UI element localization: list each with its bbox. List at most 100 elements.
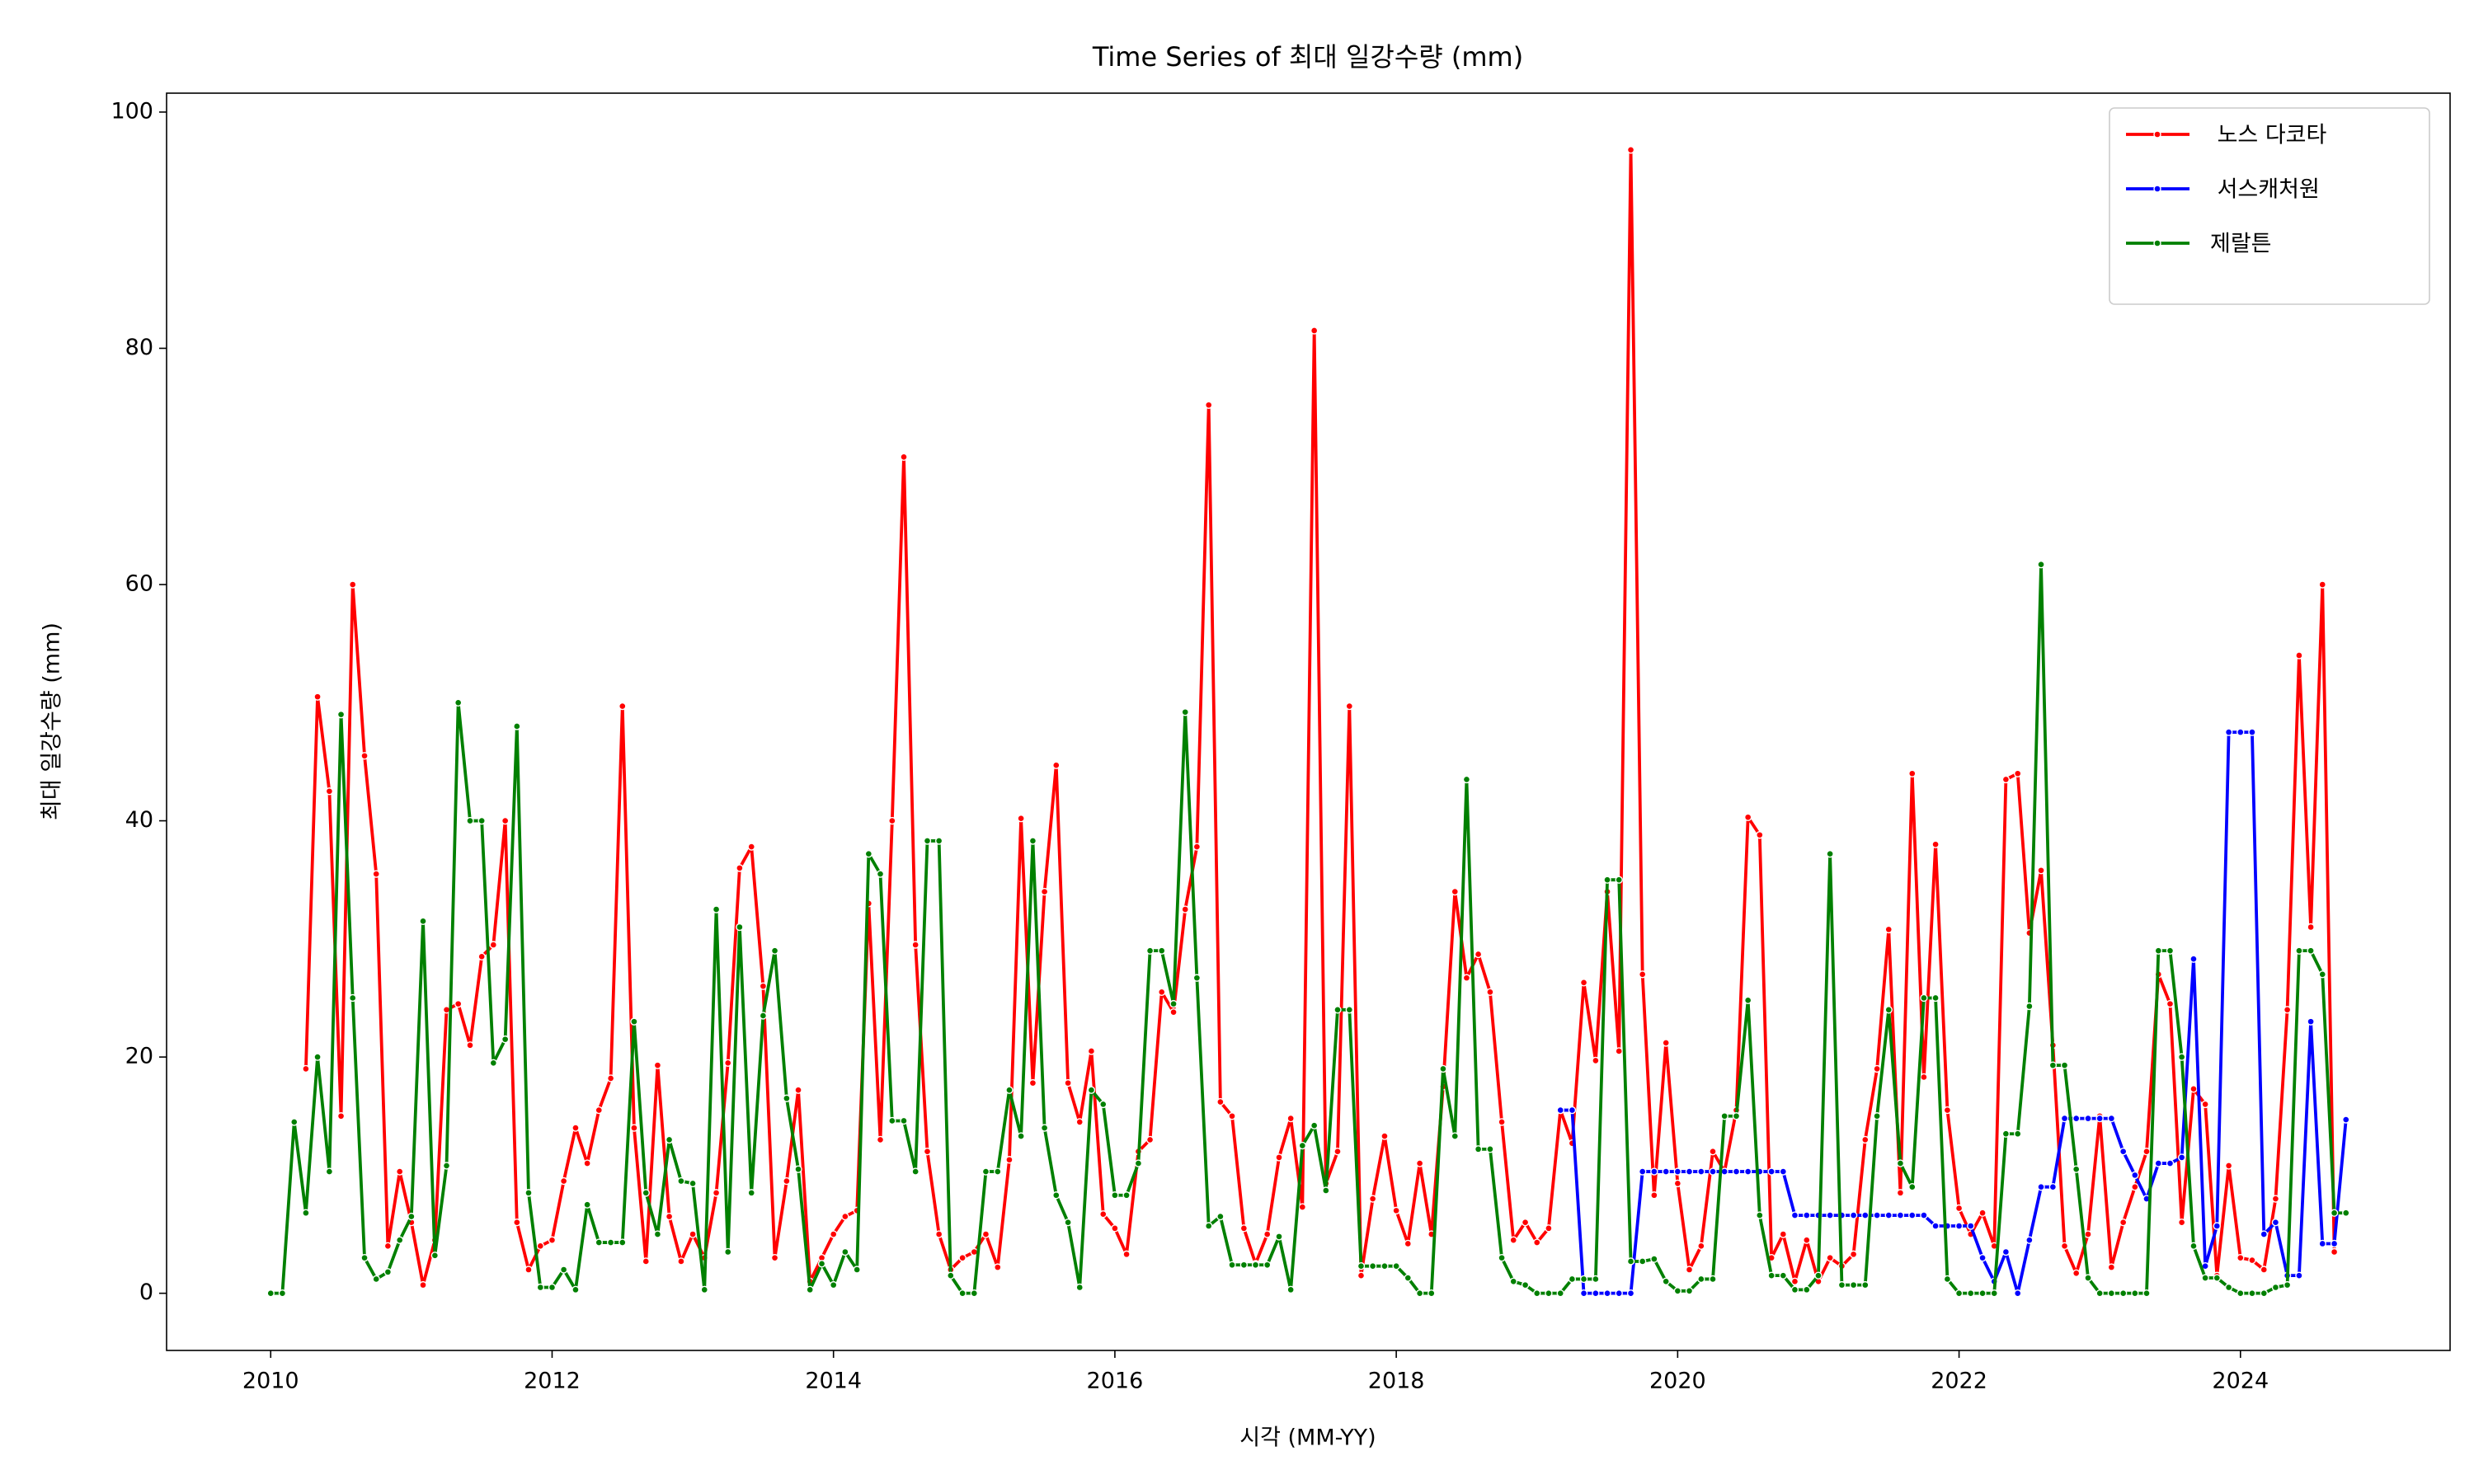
data-point bbox=[524, 1266, 533, 1274]
data-point bbox=[653, 1061, 662, 1069]
legend-label: 노스 다코타 bbox=[2210, 123, 2327, 148]
data-point bbox=[2095, 1289, 2104, 1298]
data-point bbox=[606, 1238, 615, 1247]
data-point bbox=[1556, 1289, 1564, 1298]
x-tick-label: 2012 bbox=[524, 1369, 581, 1394]
data-point bbox=[1509, 1236, 1517, 1244]
data-point bbox=[1486, 988, 1494, 997]
x-tick-label: 2016 bbox=[1087, 1369, 1144, 1394]
data-point bbox=[853, 1266, 861, 1274]
data-point bbox=[1615, 1047, 1623, 1055]
legend-label: 서스캐처원 bbox=[2210, 177, 2320, 203]
data-point bbox=[981, 1230, 990, 1238]
data-point bbox=[1368, 1195, 1377, 1203]
y-tick-label: 20 bbox=[125, 1044, 153, 1069]
data-point bbox=[1931, 1222, 1940, 1230]
data-point bbox=[1814, 1271, 1823, 1280]
data-point bbox=[489, 1059, 498, 1067]
data-point bbox=[1451, 887, 1459, 896]
data-point bbox=[1954, 1289, 1964, 1298]
data-point bbox=[1920, 1073, 1928, 1082]
data-point bbox=[1837, 1280, 1846, 1289]
data-point bbox=[1251, 1261, 1260, 1269]
data-point bbox=[876, 1135, 885, 1144]
data-point bbox=[829, 1230, 838, 1238]
data-point bbox=[2307, 1017, 2315, 1026]
data-point bbox=[923, 1148, 932, 1156]
data-point bbox=[794, 1086, 802, 1094]
data-point bbox=[724, 1247, 732, 1256]
data-point bbox=[2014, 769, 2022, 777]
data-point bbox=[2119, 1289, 2128, 1298]
data-point bbox=[1181, 905, 1189, 913]
data-point bbox=[1908, 1183, 1917, 1191]
data-point bbox=[2271, 1283, 2280, 1292]
data-point bbox=[325, 787, 334, 796]
data-point bbox=[911, 941, 920, 949]
data-point bbox=[1216, 1212, 1225, 1221]
data-point bbox=[1779, 1271, 1788, 1280]
data-point bbox=[2260, 1266, 2268, 1274]
data-point bbox=[2236, 728, 2245, 736]
data-point bbox=[501, 816, 510, 825]
data-point bbox=[1474, 950, 1483, 959]
data-point bbox=[958, 1253, 967, 1262]
data-point bbox=[1380, 1262, 1389, 1270]
data-point bbox=[2236, 1289, 2245, 1298]
data-point bbox=[994, 1263, 1002, 1271]
data-point bbox=[2189, 955, 2198, 963]
data-point bbox=[571, 1124, 580, 1132]
data-point bbox=[1743, 813, 1752, 821]
data-point bbox=[1662, 1277, 1670, 1286]
data-point bbox=[1099, 1209, 1108, 1219]
data-point bbox=[1638, 1167, 1647, 1176]
data-point bbox=[1709, 1167, 1717, 1176]
data-point bbox=[396, 1167, 404, 1176]
data-point bbox=[712, 1189, 721, 1197]
data-point bbox=[1333, 1148, 1342, 1156]
data-point bbox=[1568, 1106, 1577, 1115]
data-point bbox=[313, 693, 322, 701]
data-point bbox=[1849, 1250, 1858, 1259]
data-point bbox=[1826, 1253, 1834, 1262]
data-point bbox=[1298, 1141, 1307, 1150]
data-point bbox=[396, 1236, 404, 1244]
data-point bbox=[1498, 1253, 1506, 1262]
data-point bbox=[1732, 1167, 1741, 1176]
data-point bbox=[290, 1118, 299, 1126]
data-point bbox=[1908, 1211, 1917, 1219]
data-point bbox=[536, 1242, 545, 1251]
data-point bbox=[2342, 1115, 2350, 1124]
data-point bbox=[1626, 1289, 1635, 1298]
data-point bbox=[313, 1053, 322, 1061]
plot-frame bbox=[166, 92, 2451, 1351]
data-point bbox=[1322, 1186, 1330, 1195]
data-point bbox=[1685, 1167, 1694, 1176]
data-point bbox=[806, 1285, 814, 1294]
data-point bbox=[513, 722, 521, 730]
data-point bbox=[712, 905, 721, 913]
data-point bbox=[477, 816, 486, 825]
data-point bbox=[1286, 1114, 1295, 1123]
x-axis-label: 시각 (MM-YY) bbox=[1239, 1425, 1376, 1451]
data-point bbox=[1884, 1006, 1893, 1014]
data-point bbox=[1075, 1118, 1084, 1126]
data-point bbox=[559, 1176, 568, 1186]
data-point bbox=[1404, 1239, 1412, 1248]
data-point bbox=[2060, 1242, 2069, 1251]
data-point bbox=[1978, 1253, 1987, 1262]
data-point bbox=[1790, 1211, 1799, 1219]
data-point bbox=[2107, 1289, 2116, 1298]
data-point bbox=[1849, 1211, 1858, 1219]
data-point bbox=[1568, 1275, 1577, 1284]
data-point bbox=[1462, 775, 1471, 784]
data-point bbox=[2213, 1274, 2221, 1282]
data-point bbox=[2037, 1183, 2045, 1191]
data-point bbox=[665, 1212, 674, 1221]
data-point bbox=[1087, 1047, 1096, 1055]
data-point bbox=[1603, 1289, 1611, 1298]
data-point bbox=[1263, 1261, 1272, 1269]
data-point bbox=[1111, 1224, 1119, 1233]
data-point bbox=[630, 1124, 638, 1132]
data-point bbox=[1673, 1287, 1682, 1295]
